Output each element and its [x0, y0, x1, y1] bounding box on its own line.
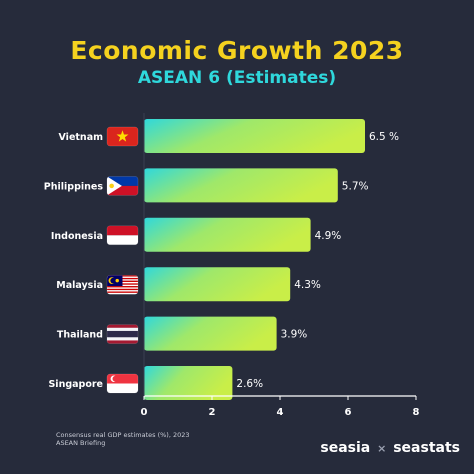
data-label: 6.5 % [369, 131, 399, 143]
x-tick-label: 8 [413, 407, 420, 418]
data-label: 2.6% [236, 378, 263, 390]
bar [144, 217, 311, 252]
bar [144, 119, 365, 153]
data-label: 3.9% [281, 329, 308, 341]
category-label: Thailand [57, 330, 103, 341]
source-line: Consensus real GDP estimates (%), 2023 [56, 431, 190, 439]
malaysia-flag-icon [106, 274, 139, 295]
category-label: Malaysia [56, 280, 103, 291]
brand-seastats: seastats [393, 440, 460, 456]
category-label: Vietnam [59, 132, 104, 143]
x-tick-label: 6 [345, 407, 352, 418]
data-label: 4.9% [315, 230, 342, 242]
indonesia-flag-icon [106, 225, 139, 246]
data-label: 5.7% [342, 180, 369, 192]
bar [144, 267, 291, 302]
x-tick-label: 4 [277, 407, 284, 418]
chart-title: Economic Growth 2023 [70, 36, 404, 65]
bar [144, 366, 233, 400]
bar [144, 316, 277, 351]
category-label: Philippines [44, 181, 104, 192]
data-label: 4.3% [294, 279, 321, 291]
philippines-flag-icon [106, 176, 139, 196]
vietnam-flag-icon [106, 126, 139, 147]
sun-icon [109, 183, 114, 189]
source-line: ASEAN Briefing [56, 439, 106, 447]
brand-seasia: seasia [320, 440, 371, 456]
chart-subtitle: ASEAN 6 (Estimates) [137, 68, 337, 88]
star-icon [115, 278, 119, 283]
category-label: Singapore [48, 379, 103, 390]
brand-logo: seasia × seastats [320, 440, 460, 456]
source-note: Consensus real GDP estimates (%), 2023 A… [56, 431, 190, 447]
x-tick-label: 2 [209, 407, 216, 418]
x-tick-label: 0 [141, 407, 148, 418]
singapore-flag-icon [106, 373, 139, 394]
star-icon [116, 130, 129, 142]
category-label: Indonesia [51, 231, 103, 242]
brand-separator: × [377, 442, 387, 455]
bar [144, 168, 338, 203]
thailand-flag-icon [106, 324, 139, 344]
